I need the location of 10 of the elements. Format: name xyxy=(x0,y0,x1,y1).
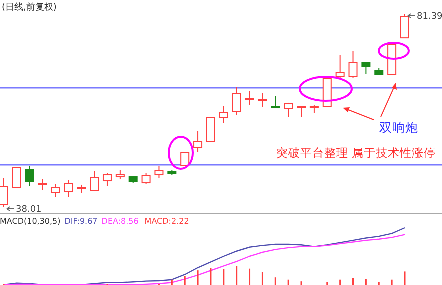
price-label: 38.01 xyxy=(6,205,42,215)
text: MACD:2.22 xyxy=(144,217,190,226)
annotation: 38.01 xyxy=(16,205,42,215)
chart-title: MACD(10,30,5) xyxy=(0,217,61,226)
text: DIF:9.67 xyxy=(64,217,98,226)
price-label: 81.39 xyxy=(408,12,442,22)
chart-title: (日线,前复权) xyxy=(2,2,57,13)
annotation: 双响炮 xyxy=(380,120,418,135)
text: DEA:8.56 xyxy=(102,217,139,226)
annotation: 突破平台整理 属于技术性涨停 xyxy=(276,146,436,160)
